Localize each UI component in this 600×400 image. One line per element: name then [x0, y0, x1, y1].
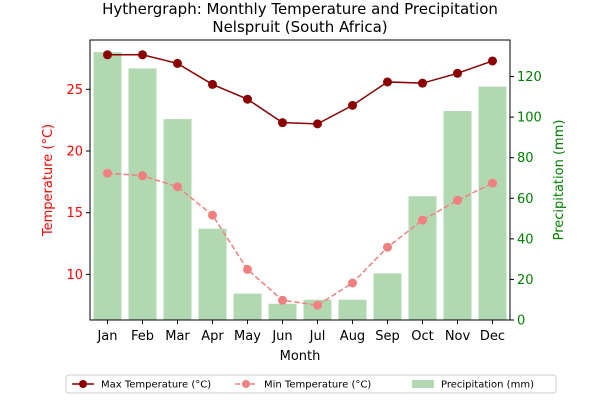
right-tick-label: 40 — [517, 232, 534, 247]
legend-label-max-temp: Max Temperature (°C) — [101, 380, 211, 391]
max-temp-point-oct — [418, 78, 427, 88]
min-temp-point-nov — [453, 195, 462, 205]
right-axis-ticks: 0 20 40 60 80 100 120 — [510, 70, 542, 329]
max-temp-line — [107, 54, 493, 125]
x-tick-label-apr: Apr — [201, 329, 224, 344]
max-temp-point-jun — [278, 118, 287, 128]
legend-marker-max-temp — [79, 380, 87, 388]
legend-marker-min-temp — [242, 380, 250, 388]
precip-bar-may — [233, 293, 262, 320]
x-tick-label-feb: Feb — [131, 329, 154, 344]
legend-frame — [65, 374, 557, 394]
precip-bar-nov — [443, 111, 472, 320]
right-tick-label: 20 — [517, 273, 534, 288]
min-temp-point-aug — [348, 278, 357, 288]
x-axis-ticks: Jan Feb Mar Apr May Jun Jul Aug Sep Oct Nov Dec — [96, 320, 505, 344]
precip-bar-feb — [128, 68, 157, 321]
legend-label-precip: Precipitation (mm) — [441, 380, 534, 391]
right-tick-label: 100 — [517, 111, 542, 126]
x-tick-label-sep: Sep — [375, 329, 400, 344]
max-temp-point-apr — [208, 79, 217, 89]
min-temp-point-apr — [208, 210, 217, 220]
right-tick-label: 80 — [517, 151, 534, 166]
left-tick-label: 10 — [66, 268, 83, 283]
right-tick-label: 120 — [517, 70, 542, 85]
x-tick-label-aug: Aug — [340, 329, 365, 344]
x-tick-label-jan: Jan — [96, 329, 117, 344]
x-tick-label-jul: Jul — [309, 329, 326, 344]
x-axis-label: Month — [280, 349, 321, 364]
chart-title-line1: Hythergraph: Monthly Temperature and Pre… — [102, 0, 498, 18]
precip-bar-mar — [163, 119, 192, 320]
min-temp-point-oct — [418, 215, 427, 225]
min-temp-point-dec — [488, 178, 497, 188]
precip-bar-dec — [478, 86, 507, 321]
max-temp-point-may — [243, 94, 252, 104]
legend-label-min-temp: Min Temperature (°C) — [264, 380, 371, 391]
precip-bar-aug — [338, 299, 367, 320]
left-tick-label: 15 — [66, 206, 83, 221]
max-temp-point-nov — [453, 68, 462, 78]
precip-bar-apr — [198, 228, 227, 320]
precipitation-bars — [93, 52, 507, 321]
min-temp-point-may — [243, 264, 252, 274]
left-tick-label: 20 — [66, 145, 83, 160]
x-tick-label-dec: Dec — [480, 329, 505, 344]
right-tick-label: 0 — [517, 314, 525, 329]
x-tick-label-mar: Mar — [165, 329, 190, 344]
temperature-lines — [103, 50, 497, 310]
precip-bar-sep — [373, 273, 402, 320]
x-tick-label-jun: Jun — [271, 329, 292, 344]
legend-swatch-precip — [412, 380, 434, 388]
x-tick-label-may: May — [234, 329, 261, 344]
min-temp-point-mar — [173, 182, 182, 192]
right-tick-label: 60 — [517, 192, 534, 207]
x-tick-label-oct: Oct — [411, 329, 433, 344]
min-temp-point-jun — [278, 295, 287, 305]
left-tick-label: 25 — [66, 83, 83, 98]
max-temp-point-sep — [383, 77, 392, 87]
max-temp-point-dec — [488, 56, 497, 66]
max-temp-point-jul — [313, 119, 322, 129]
precip-bar-jan — [93, 52, 122, 320]
max-temp-point-feb — [138, 50, 147, 60]
chart-title-line2: Nelspruit (South Africa) — [212, 18, 387, 36]
precip-bar-jun — [268, 303, 297, 320]
max-temp-point-jan — [103, 50, 112, 60]
max-temp-point-aug — [348, 100, 357, 110]
min-temp-point-jan — [103, 168, 112, 178]
left-axis-label: Temperature (°C) — [41, 124, 56, 237]
right-axis-label: Precipitation (mm) — [552, 120, 567, 241]
chart-legend: Max Temperature (°C) Min Temperature (°C)… — [65, 374, 557, 394]
min-temp-point-sep — [383, 242, 392, 252]
max-temp-point-mar — [173, 58, 182, 68]
min-temp-point-feb — [138, 171, 147, 181]
min-temp-line — [107, 172, 493, 306]
left-axis-ticks: 10 15 20 25 — [66, 83, 90, 283]
min-temp-point-jul — [313, 300, 322, 310]
plot-frame — [89, 39, 511, 321]
x-tick-label-nov: Nov — [445, 329, 471, 344]
